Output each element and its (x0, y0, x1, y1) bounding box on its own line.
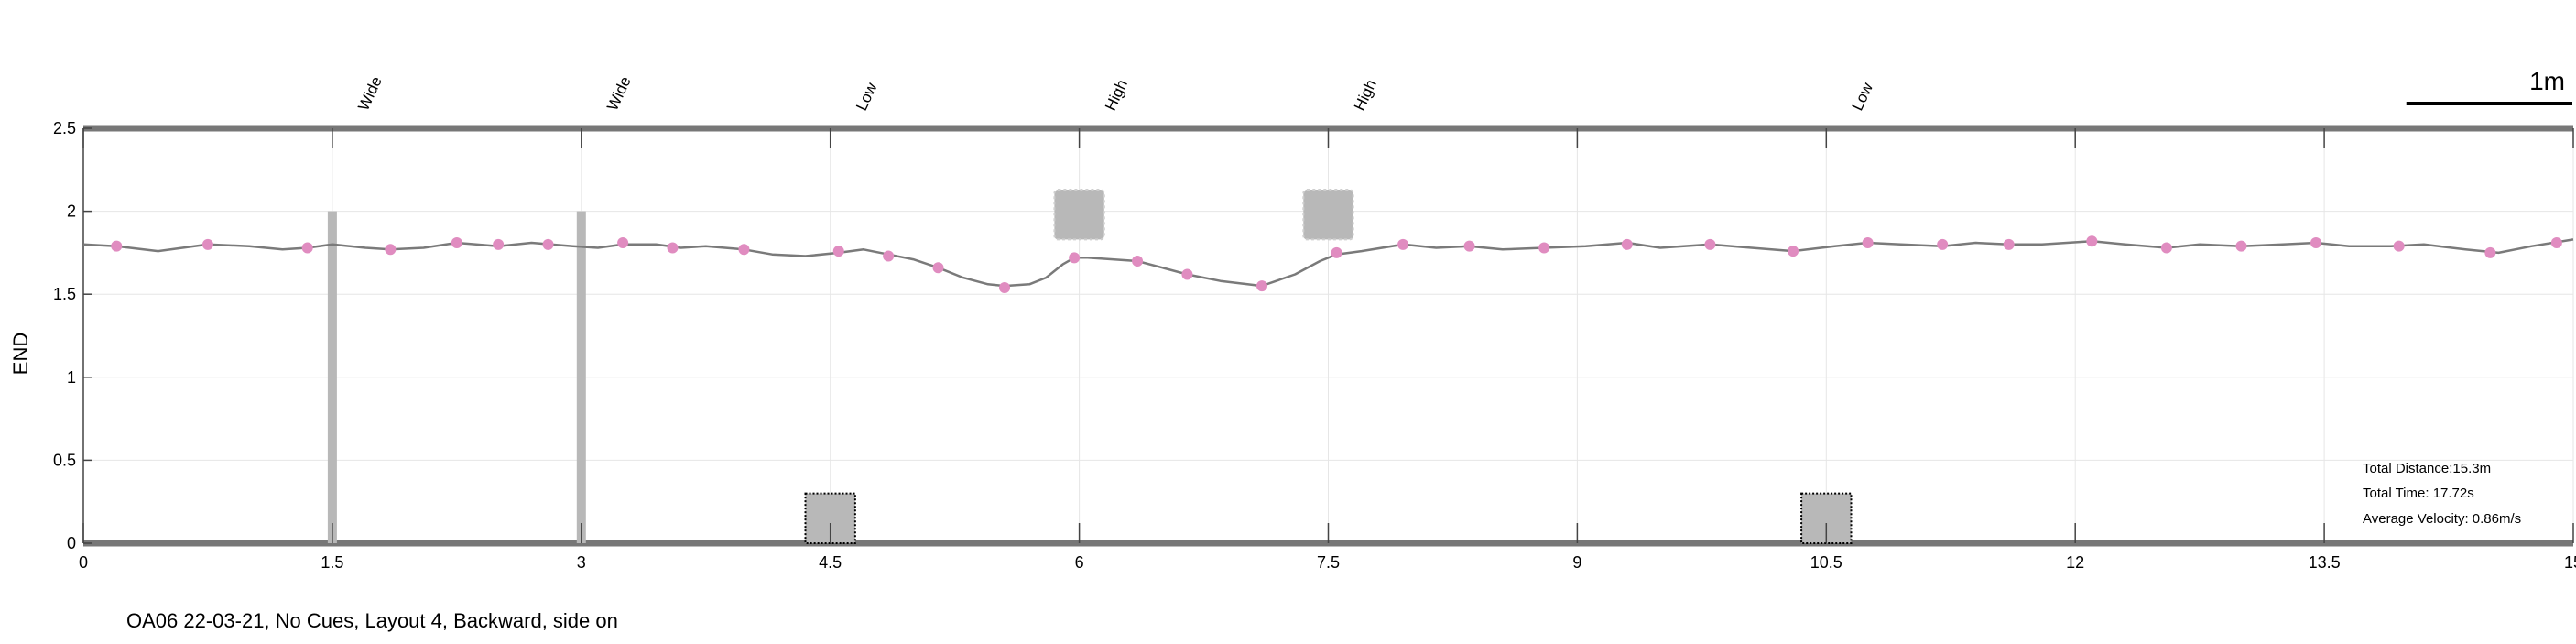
step-marker (832, 246, 844, 257)
axis-ticks: 0 1.5 3 4.5 6 7.5 9 10.5 12 13.5 15 0 0.5 1 1.5 2 2.5 (53, 119, 2576, 572)
step-marker (1132, 255, 1144, 267)
step-marker (2160, 242, 2172, 254)
step-marker (883, 250, 895, 262)
obstacle-label: Wide (354, 74, 386, 114)
step-marker (493, 238, 505, 250)
obstacle-labels: Wide Wide Low High High Low (354, 74, 1876, 114)
step-marker (1862, 237, 1874, 249)
y-tick-label: 0 (67, 534, 76, 552)
step-marker (2484, 246, 2496, 258)
y-tick-label: 1 (67, 368, 76, 387)
obstacle-wide-bar (576, 211, 586, 543)
obstacle-label: High (1102, 77, 1131, 114)
step-marker (111, 240, 123, 252)
x-tick-label: 7.5 (1317, 553, 1340, 572)
step-marker (301, 242, 313, 254)
average-velocity: Average Velocity: 0.86m/s (2363, 511, 2521, 527)
step-marker (667, 242, 679, 254)
step-marker (2393, 240, 2405, 252)
step-marker (1069, 252, 1081, 264)
step-markers (111, 235, 2562, 293)
step-marker (1331, 246, 1342, 258)
x-tick-label: 15 (2564, 553, 2576, 572)
x-tick-label: 10.5 (1810, 553, 1842, 572)
step-marker (201, 238, 213, 250)
step-marker (1397, 238, 1409, 250)
x-tick-label: 1.5 (321, 553, 343, 572)
y-tick-label: 1.5 (53, 285, 76, 303)
total-distance: Total Distance:15.3m (2363, 461, 2491, 476)
scale-bar-label: 1m (2529, 67, 2565, 95)
stats-box: Total Distance:15.3m Total Time: 17.72s … (2363, 461, 2521, 527)
step-marker (2235, 240, 2247, 252)
step-marker (1463, 240, 1475, 252)
step-marker (385, 244, 397, 256)
obstacle-wide-bar (327, 211, 337, 543)
step-marker (999, 281, 1011, 293)
trajectory-line (82, 238, 2574, 288)
y-tick-label: 0.5 (53, 451, 76, 469)
trajectory (82, 238, 2574, 288)
step-marker (738, 244, 750, 256)
step-marker (1181, 268, 1193, 280)
figure-caption: OA06 22-03-21, No Cues, Layout 4, Backwa… (126, 609, 618, 632)
x-tick-label: 4.5 (819, 553, 842, 572)
obstacle-label: Wide (603, 74, 635, 114)
step-marker (2086, 235, 2098, 247)
step-marker (2310, 237, 2322, 249)
y-axis-label: END (9, 333, 32, 375)
step-marker (1937, 238, 1949, 250)
step-marker (1538, 242, 1550, 254)
step-marker (1255, 280, 1267, 292)
step-marker (2550, 237, 2562, 249)
obstacle-high-box (1053, 189, 1105, 241)
step-marker (1788, 246, 1799, 257)
step-marker (1704, 238, 1716, 250)
x-tick-label: 13.5 (2309, 553, 2341, 572)
x-tick-label: 0 (79, 553, 88, 572)
x-tick-label: 3 (577, 553, 586, 572)
step-marker (451, 237, 462, 249)
scale-bar: 1m (2406, 67, 2572, 105)
obstacle-label: High (1351, 77, 1380, 114)
y-tick-label: 2.5 (53, 119, 76, 137)
obstacle-high-box (1302, 189, 1354, 241)
step-marker (2003, 238, 2015, 250)
step-marker (932, 262, 944, 274)
step-marker (1621, 238, 1633, 250)
x-tick-label: 9 (1572, 553, 1581, 572)
step-marker (542, 238, 554, 250)
total-time: Total Time: 17.72s (2363, 486, 2474, 501)
x-tick-label: 6 (1075, 553, 1084, 572)
obstacle-label: Low (853, 80, 881, 114)
x-tick-label: 12 (2066, 553, 2084, 572)
obstacle-label: Low (1849, 80, 1877, 114)
step-marker (617, 237, 629, 249)
y-tick-label: 2 (67, 202, 76, 221)
